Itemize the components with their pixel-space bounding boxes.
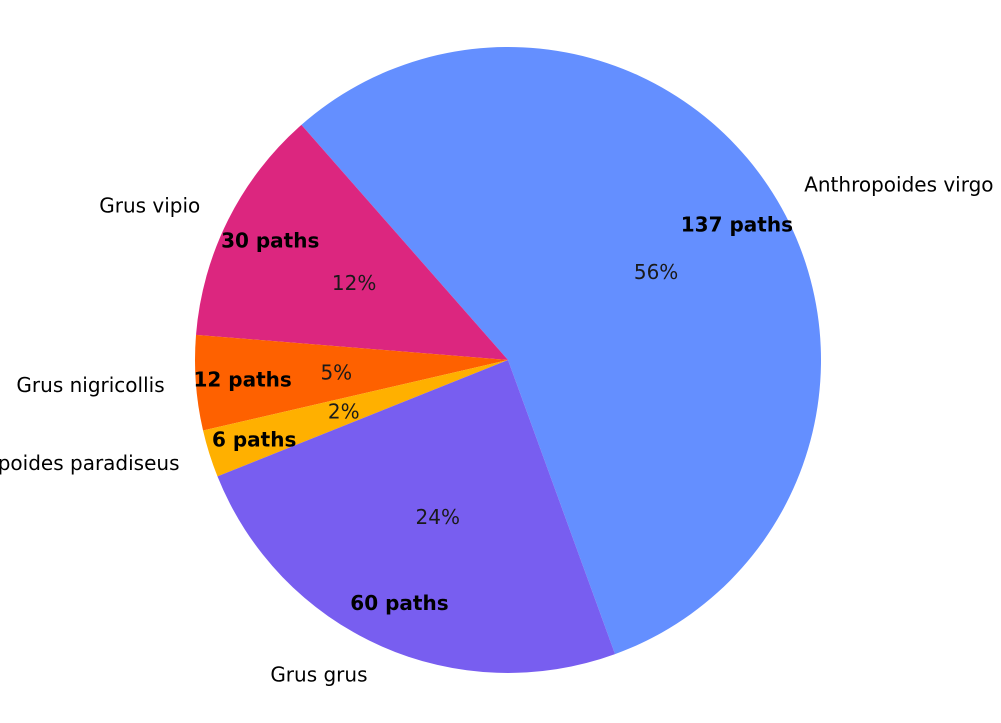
slice-percent-label-anthropoides-paradiseus: 2% (328, 400, 360, 424)
slice-label-anthropoides-paradiseus: Anthropoides paradiseus (0, 451, 180, 475)
slice-value-label-grus-vipio: 30 paths (221, 229, 319, 253)
slice-label-grus-grus: Grus grus (270, 662, 367, 686)
pie-slice-grus-grus (217, 360, 616, 673)
slice-value-label-grus-grus: 60 paths (350, 591, 448, 615)
slice-percent-label-grus-grus: 24% (416, 505, 460, 529)
slice-value-label-anthropoides-virgo: 137 paths (681, 212, 793, 236)
pie-slice-grus-vipio (196, 124, 508, 360)
pie-slice-grus-nigricollis (195, 334, 508, 431)
pie-slice-anthropoides-paradiseus (203, 360, 508, 477)
slice-label-grus-nigricollis: Grus nigricollis (16, 373, 164, 397)
pie-slice-anthropoides-virgo (301, 47, 821, 655)
slice-value-label-anthropoides-paradiseus: 6 paths (212, 428, 296, 452)
slice-percent-label-grus-nigricollis: 5% (320, 361, 352, 385)
slice-value-label-grus-nigricollis: 12 paths (194, 368, 292, 392)
pie-slices (195, 47, 821, 673)
slice-label-grus-vipio: Grus vipio (99, 194, 200, 218)
slice-percent-label-anthropoides-virgo: 56% (634, 260, 678, 284)
slice-label-anthropoides-virgo: Anthropoides virgo (804, 172, 993, 196)
slice-percent-label-grus-vipio: 12% (332, 271, 376, 295)
